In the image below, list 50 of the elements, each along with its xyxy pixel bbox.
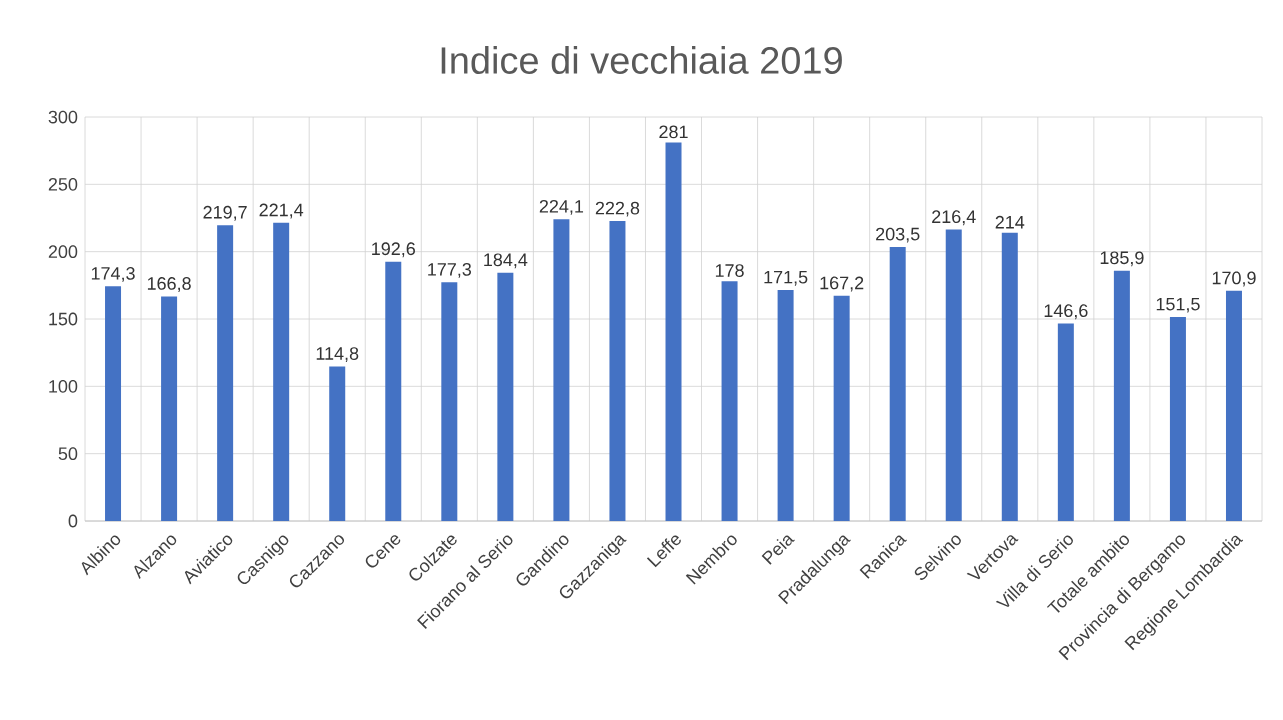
data-label: 214 xyxy=(995,215,1025,229)
y-tick-label: 250 xyxy=(48,177,78,191)
bar xyxy=(833,295,850,521)
chart-title: Indice di vecchiaia 2019 xyxy=(441,46,842,74)
data-label: 192,6 xyxy=(372,242,415,258)
y-tick-label: 200 xyxy=(48,245,78,259)
data-label: 174,3 xyxy=(91,267,135,282)
data-label: 203,5 xyxy=(876,227,920,243)
data-label: 114,8 xyxy=(316,347,359,362)
bar xyxy=(217,225,234,521)
data-label: 184,4 xyxy=(484,253,528,269)
bar xyxy=(609,220,626,521)
y-tick-label: 50 xyxy=(58,447,78,461)
y-tick-label: 0 xyxy=(68,514,78,528)
bar xyxy=(161,296,178,521)
data-label: 166,8 xyxy=(147,277,191,292)
data-label: 281 xyxy=(659,125,688,139)
data-label: 219,7 xyxy=(203,205,247,221)
data-label: 221,4 xyxy=(259,203,304,219)
bar xyxy=(273,222,290,521)
data-label: 167,2 xyxy=(820,276,864,292)
bar xyxy=(1113,270,1130,521)
y-tick-label: 300 xyxy=(48,110,78,124)
bar xyxy=(1225,290,1242,521)
bar xyxy=(777,290,794,521)
data-label: 171,5 xyxy=(764,270,808,286)
bar xyxy=(721,281,738,521)
bar xyxy=(1057,323,1074,521)
data-label: 185,9 xyxy=(1100,251,1144,267)
data-label: 170,9 xyxy=(1212,271,1256,287)
bar xyxy=(1001,232,1018,521)
y-tick-label: 150 xyxy=(49,312,78,326)
data-label: 216,4 xyxy=(932,210,976,226)
bar xyxy=(665,142,682,521)
data-label: 177,3 xyxy=(428,262,472,278)
bar xyxy=(945,229,962,521)
data-label: 224,1 xyxy=(539,199,584,215)
data-label: 178 xyxy=(715,264,744,277)
bar xyxy=(889,246,906,521)
data-label: 222,8 xyxy=(595,201,640,217)
bar xyxy=(385,261,402,521)
y-tick-label: 100 xyxy=(49,379,78,393)
data-label: 151,5 xyxy=(1156,297,1200,313)
bar xyxy=(553,219,570,521)
bar xyxy=(441,282,458,521)
data-label: 146,6 xyxy=(1044,304,1088,320)
bar xyxy=(105,286,122,521)
bar xyxy=(1169,316,1186,521)
bar xyxy=(329,366,346,521)
bar xyxy=(497,272,514,521)
